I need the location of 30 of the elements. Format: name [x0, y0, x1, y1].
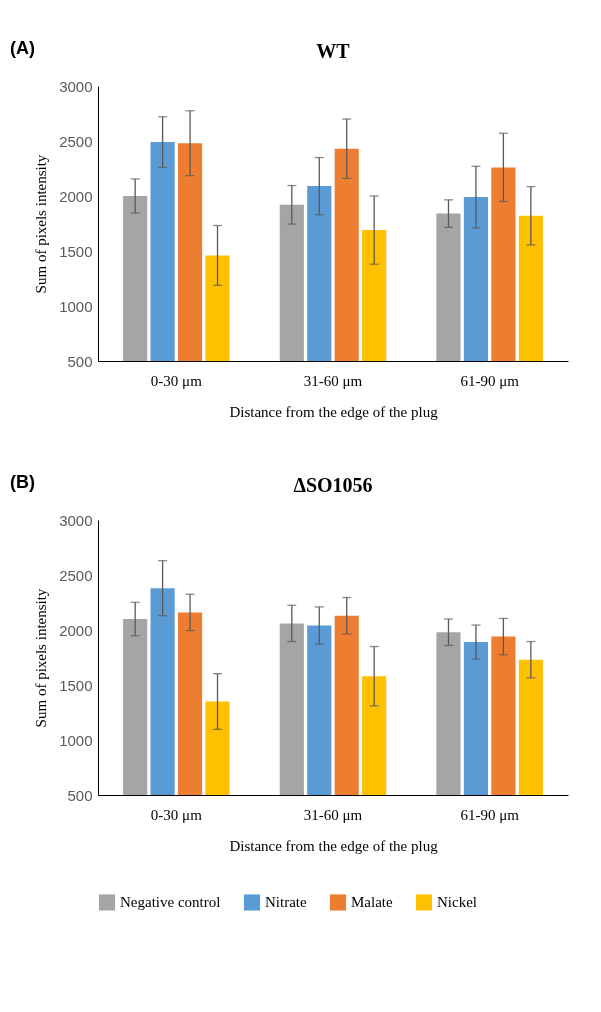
y-tick-label: 2500 [59, 132, 93, 150]
y-tick-label: 3000 [59, 77, 93, 95]
y-tick-label: 2000 [59, 621, 93, 639]
y-tick-label: 1500 [59, 676, 93, 694]
y-axis-title: Sum of pixels intensity [33, 154, 50, 294]
x-tick-label: 61-90 μm [460, 372, 520, 389]
y-tick-label: 500 [67, 352, 93, 370]
x-tick-label: 31-60 μm [303, 372, 363, 389]
y-tick-label: 1500 [59, 242, 93, 260]
text: (A) [10, 38, 35, 58]
x-tick-label: 0-30 μm [150, 372, 203, 389]
y-axis-title: Sum of pixels intensity [33, 588, 50, 728]
chart-title: ΔSO1056 [293, 474, 373, 496]
text: (B) [10, 472, 35, 492]
y-tick-label: 500 [67, 786, 93, 804]
y-tick-label: 1000 [59, 731, 93, 749]
x-tick-label: 0-30 μm [150, 806, 203, 823]
legend-label: Nickel [437, 894, 477, 911]
x-tick-label: 61-90 μm [460, 806, 520, 823]
x-axis-title: Distance from the edge of the plug [229, 837, 439, 854]
y-tick-label: 1000 [59, 297, 93, 315]
y-tick-label: 3000 [59, 511, 93, 529]
legend-label: Malate [351, 894, 393, 911]
legend-label: Negative control [120, 894, 221, 911]
legend-label: Nitrate [265, 894, 307, 911]
y-tick-label: 2000 [59, 187, 93, 205]
chart-title: WT [316, 40, 351, 62]
x-axis-title: Distance from the edge of the plug [229, 403, 439, 420]
x-tick-label: 31-60 μm [303, 806, 363, 823]
y-tick-label: 2500 [59, 566, 93, 584]
